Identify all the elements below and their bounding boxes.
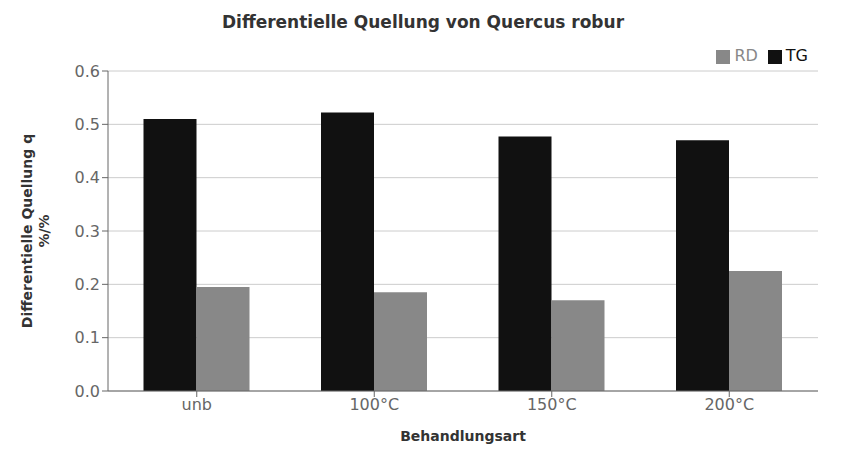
svg-text:0.3: 0.3 — [75, 222, 100, 241]
svg-text:150°C: 150°C — [527, 395, 577, 414]
svg-text:100°C: 100°C — [349, 395, 399, 414]
html-text:Differentielle Quellung von Qu: Differentielle Quellung von Quercus robu… — [222, 12, 624, 32]
svg-text:Differentielle Quellung q%/%: Differentielle Quellung q%/% — [19, 134, 52, 328]
svg-text:0.5: 0.5 — [75, 115, 100, 134]
svg-text:unb: unb — [182, 395, 212, 414]
html-text:RD: RD — [734, 46, 758, 65]
svg-text:0.2: 0.2 — [75, 275, 100, 294]
svg-text:0.6: 0.6 — [75, 62, 100, 81]
svg-text:0.1: 0.1 — [75, 328, 100, 347]
svg-text:200°C: 200°C — [704, 395, 754, 414]
html-text:TG: TG — [785, 46, 808, 65]
svg-text:Behandlungsart: Behandlungsart — [400, 428, 526, 444]
svg-text:0.0: 0.0 — [75, 382, 100, 401]
svg-text:0.4: 0.4 — [75, 168, 100, 187]
